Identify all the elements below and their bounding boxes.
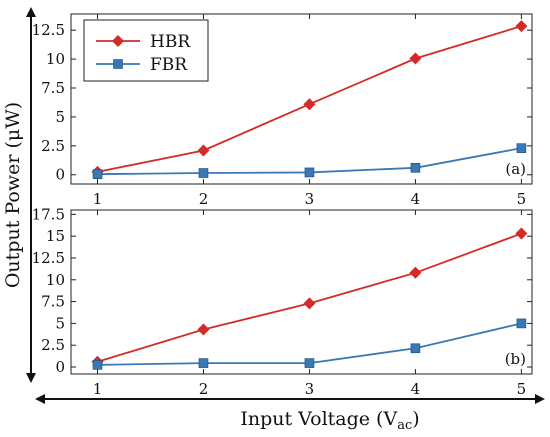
panel-b-y-tick-label: 5 [55,314,65,332]
panel-b-y-tick-label: 12.5 [32,249,65,267]
panel-b-point-hbr [303,297,316,310]
panel-a-y-tick-label: 0 [55,166,65,184]
panel-b-point-fbr [516,318,527,329]
panel-b-point-hbr [409,266,422,279]
panel-b-frame [70,209,533,375]
panel-a-x-tick-label: 4 [411,190,421,208]
panel-a-point-hbr [197,144,210,157]
panel-b-x-tick-label: 3 [305,380,315,398]
x-axis-title-subscript: ac [397,418,412,433]
panel-a-y-tick-label: 7.5 [41,79,65,97]
panel-a-x-tick-label: 5 [517,190,527,208]
panel-a-point-hbr [515,20,528,33]
panel-b-y-tick-label: 15 [46,227,65,245]
panel-b-y-tick-label: 17.5 [32,205,65,223]
legend-box [83,19,209,82]
legend-marker-hbr [112,35,124,47]
panel-a-tag: (a) [505,160,526,178]
panel-a-frame [70,13,533,185]
panel-a-point-hbr [303,98,316,111]
panel-a: 0 2.5 5 7.5 10 12.5 1 2 3 4 5 (a) [32,13,533,208]
panel-b-x-tick-label: 5 [517,380,527,398]
panel-a-point-fbr [92,169,103,179]
panel-a-x-tick-label: 2 [199,190,209,208]
panel-a-point-fbr [410,163,421,173]
panel-a-x-tick-label: 3 [305,190,315,208]
panel-a-point-hbr [409,52,422,65]
panel-a-y-tick-label: 5 [55,108,65,126]
x-axis-title: Input Voltage (Vac) [240,408,419,433]
legend-label-hbr: HBR [150,32,191,52]
legend-marker-fbr [113,59,123,69]
panel-b-y-tick-label: 2.5 [41,336,65,354]
panel-a-y-tick-label: 10 [46,50,65,68]
panel-b-point-hbr [197,323,210,336]
legend-label-fbr: FBR [150,55,188,75]
panel-b-y-tick-label: 10 [46,271,65,289]
panel-b-y-tick-label: 0 [55,358,65,376]
panel-b-point-fbr [410,343,421,354]
panel-b-x-tick-label: 1 [93,380,103,398]
panel-b-point-fbr [304,358,315,368]
legend: HBR FBR [83,19,209,82]
panel-a-y-tick-label: 2.5 [41,137,65,155]
y-axis-title: Output Power (μW) [2,102,24,288]
panel-a-x-tick-label: 1 [93,190,103,208]
panel-b-x-tick-label: 4 [411,380,421,398]
panel-b: 0 2.5 5 7.5 10 12.5 15 17.5 1 2 3 4 5 (b) [32,205,533,398]
panel-b-y-tick-label: 7.5 [41,293,65,311]
panel-b-x-tick-label: 2 [199,380,209,398]
panel-b-point-hbr [515,227,528,240]
panel-a-point-fbr [198,168,209,178]
panel-a-point-fbr [304,167,315,178]
panel-a-point-fbr [516,143,527,153]
panel-b-point-fbr [198,358,209,368]
panel-b-tag: (b) [505,350,526,368]
panel-b-point-fbr [92,360,103,370]
panel-a-y-tick-label: 12.5 [32,21,65,39]
